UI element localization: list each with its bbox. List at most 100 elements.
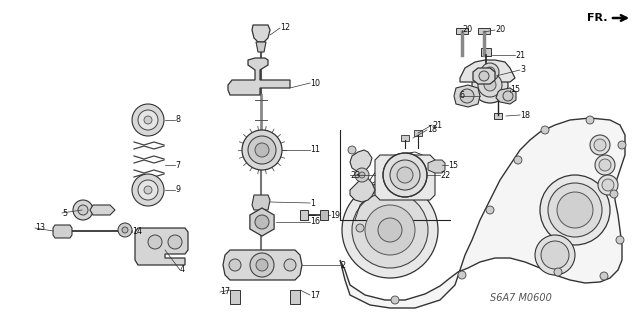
Circle shape xyxy=(590,135,610,155)
Text: 21: 21 xyxy=(515,50,525,60)
Circle shape xyxy=(602,179,614,191)
Circle shape xyxy=(541,126,549,134)
Text: S6A7 M0600: S6A7 M0600 xyxy=(490,293,552,303)
Text: 22: 22 xyxy=(440,170,451,180)
Polygon shape xyxy=(90,205,115,215)
Polygon shape xyxy=(300,210,308,220)
Polygon shape xyxy=(350,150,375,202)
Circle shape xyxy=(481,63,499,81)
Circle shape xyxy=(168,235,182,249)
Circle shape xyxy=(485,67,495,77)
Text: 11: 11 xyxy=(310,145,320,154)
Circle shape xyxy=(355,168,369,182)
Circle shape xyxy=(284,259,296,271)
Circle shape xyxy=(144,116,152,124)
Circle shape xyxy=(478,73,502,97)
Polygon shape xyxy=(473,68,495,84)
Circle shape xyxy=(144,186,152,194)
Circle shape xyxy=(356,224,364,232)
Polygon shape xyxy=(228,58,290,95)
Polygon shape xyxy=(223,250,302,280)
Circle shape xyxy=(595,155,615,175)
Circle shape xyxy=(118,223,132,237)
Circle shape xyxy=(610,190,618,198)
Bar xyxy=(414,130,422,136)
Circle shape xyxy=(148,235,162,249)
Circle shape xyxy=(460,89,474,103)
Text: 17: 17 xyxy=(310,291,320,300)
Text: FR.: FR. xyxy=(586,13,607,23)
Circle shape xyxy=(535,235,575,275)
Circle shape xyxy=(616,236,624,244)
Polygon shape xyxy=(456,28,468,34)
Circle shape xyxy=(599,159,611,171)
Circle shape xyxy=(256,259,268,271)
Polygon shape xyxy=(375,155,435,200)
Circle shape xyxy=(242,130,282,170)
Circle shape xyxy=(359,172,365,178)
Text: 21: 21 xyxy=(432,121,442,130)
Circle shape xyxy=(132,174,164,206)
Polygon shape xyxy=(478,28,490,34)
Text: 6: 6 xyxy=(460,92,465,100)
Text: 17: 17 xyxy=(220,287,230,296)
Text: 9: 9 xyxy=(175,186,180,195)
Circle shape xyxy=(78,205,88,215)
Circle shape xyxy=(586,116,594,124)
Bar xyxy=(230,290,240,304)
Circle shape xyxy=(514,156,522,164)
Text: 19: 19 xyxy=(330,211,340,219)
Circle shape xyxy=(352,192,428,268)
Circle shape xyxy=(122,227,128,233)
Text: 1: 1 xyxy=(310,198,315,207)
Circle shape xyxy=(255,143,269,157)
Text: 15: 15 xyxy=(510,85,520,94)
Circle shape xyxy=(342,182,438,278)
Circle shape xyxy=(138,110,158,130)
Circle shape xyxy=(390,160,420,190)
Circle shape xyxy=(391,296,399,304)
Circle shape xyxy=(365,205,415,255)
Polygon shape xyxy=(320,210,328,220)
Circle shape xyxy=(600,272,608,280)
Bar xyxy=(481,48,491,56)
Circle shape xyxy=(554,268,562,276)
Bar xyxy=(290,290,300,304)
Circle shape xyxy=(255,215,269,229)
Text: 15: 15 xyxy=(448,160,458,169)
Text: 23: 23 xyxy=(350,170,360,180)
Text: 10: 10 xyxy=(310,78,320,87)
Polygon shape xyxy=(340,118,625,308)
Circle shape xyxy=(73,200,93,220)
Circle shape xyxy=(598,175,618,195)
Polygon shape xyxy=(252,195,270,210)
Text: 12: 12 xyxy=(280,24,290,33)
Bar xyxy=(494,113,502,119)
Circle shape xyxy=(484,79,496,91)
Circle shape xyxy=(138,180,158,200)
Text: 18: 18 xyxy=(520,110,530,120)
Text: 8: 8 xyxy=(175,115,180,124)
Circle shape xyxy=(378,218,402,242)
Text: 4: 4 xyxy=(180,265,185,275)
Text: 5: 5 xyxy=(62,209,67,218)
Text: 7: 7 xyxy=(175,160,180,169)
Polygon shape xyxy=(496,88,516,104)
Text: 20: 20 xyxy=(495,26,505,34)
Circle shape xyxy=(383,153,427,197)
Circle shape xyxy=(541,241,569,269)
Circle shape xyxy=(540,175,610,245)
Text: 2: 2 xyxy=(340,261,345,270)
Circle shape xyxy=(229,259,241,271)
Circle shape xyxy=(479,71,489,81)
Circle shape xyxy=(397,167,413,183)
Circle shape xyxy=(594,139,606,151)
Text: 14: 14 xyxy=(132,227,142,236)
Polygon shape xyxy=(454,85,480,107)
Text: 13: 13 xyxy=(35,224,45,233)
Polygon shape xyxy=(252,25,270,42)
Circle shape xyxy=(557,192,593,228)
Text: 16: 16 xyxy=(310,218,320,226)
Circle shape xyxy=(348,146,356,154)
Circle shape xyxy=(250,253,274,277)
